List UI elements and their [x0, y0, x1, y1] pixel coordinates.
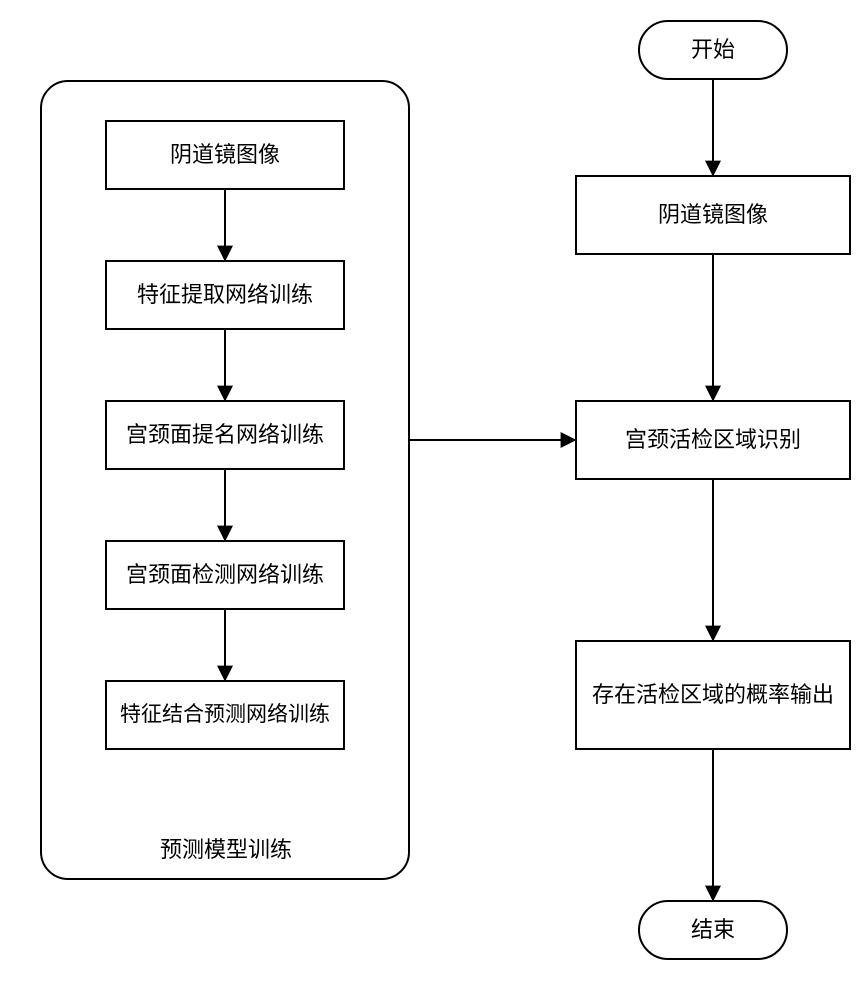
training-group-box [40, 80, 410, 880]
node-start: 开始 [638, 20, 788, 80]
node-l1-label: 阴道镜图像 [170, 140, 280, 170]
node-r2: 宫颈活检区域识别 [575, 400, 851, 480]
node-l5: 特征结合预测网络训练 [105, 680, 345, 750]
node-end-label: 结束 [691, 915, 735, 945]
node-l2-label: 特征提取网络训练 [137, 280, 313, 310]
node-l1: 阴道镜图像 [105, 120, 345, 190]
node-l3-label: 宫颈面提名网络训练 [126, 420, 324, 450]
node-l5-label: 特征结合预测网络训练 [120, 701, 330, 729]
node-end: 结束 [638, 900, 788, 960]
node-r1-label: 阴道镜图像 [658, 200, 768, 230]
node-l4-label: 宫颈面检测网络训练 [126, 560, 324, 590]
node-r3: 存在活检区域的概率输出 [575, 640, 851, 750]
node-l4: 宫颈面检测网络训练 [105, 540, 345, 610]
node-l3: 宫颈面提名网络训练 [105, 400, 345, 470]
node-start-label: 开始 [691, 35, 735, 65]
node-r2-label: 宫颈活检区域识别 [625, 425, 801, 455]
node-r1: 阴道镜图像 [575, 175, 851, 255]
flowchart-canvas: 预测模型训练 阴道镜图像 特征提取网络训练 宫颈面提名网络训练 宫颈面检测网络训… [0, 0, 866, 1000]
training-group-label: 预测模型训练 [160, 832, 292, 864]
node-l2: 特征提取网络训练 [105, 260, 345, 330]
node-r3-label: 存在活检区域的概率输出 [592, 680, 834, 710]
